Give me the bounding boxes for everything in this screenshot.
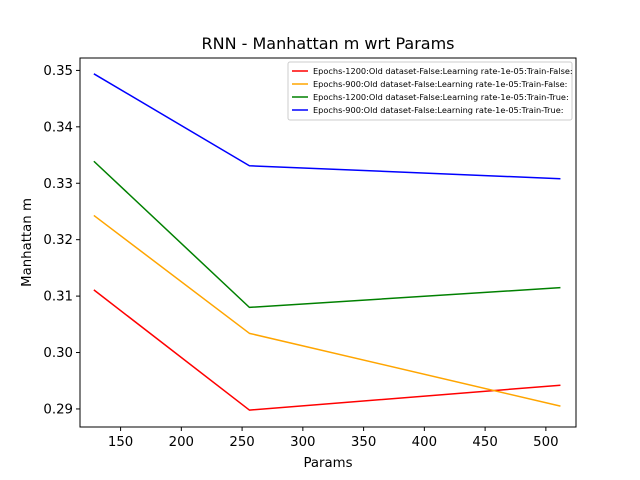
legend-box <box>287 61 573 121</box>
y-axis: 0.29 0.30 0.31 0.32 0.33 0.34 0.35 <box>43 64 80 417</box>
legend-label: Epochs-1200:Old dataset-False:Learning r… <box>313 66 573 76</box>
series-line-2 <box>93 214 561 407</box>
legend-label: Epochs-1200:Old dataset-False:Learning r… <box>313 92 569 102</box>
legend: Epochs-1200:Old dataset-False:Learning r… <box>287 61 573 121</box>
x-tick-label: 250 <box>229 435 254 450</box>
y-tick-label: 0.31 <box>43 290 73 305</box>
x-tick-label: 200 <box>169 435 194 450</box>
legend-label: Epochs-900:Old dataset-False:Learning ra… <box>313 105 564 115</box>
y-tick-label: 0.29 <box>43 402 73 417</box>
chart-title: RNN - Manhattan m wrt Params <box>201 34 454 53</box>
y-tick-label: 0.35 <box>43 64 73 79</box>
y-tick-label: 0.30 <box>43 346 73 361</box>
legend-label: Epochs-900:Old dataset-False:Learning ra… <box>313 79 567 89</box>
x-tick-label: 300 <box>290 435 315 450</box>
x-tick-label: 450 <box>472 435 497 450</box>
y-tick-label: 0.33 <box>43 177 73 192</box>
series-line-3 <box>93 160 561 309</box>
x-tick-label: 350 <box>351 435 376 450</box>
axes-frame <box>79 57 577 428</box>
y-tick-label: 0.34 <box>43 120 73 135</box>
series-line-1 <box>93 289 561 411</box>
y-axis-label: Manhattan m <box>20 198 35 287</box>
y-tick-label: 0.32 <box>43 233 73 248</box>
x-tick-label: 400 <box>412 435 437 450</box>
series-line-4 <box>93 73 561 180</box>
series-layer <box>93 73 561 411</box>
x-axis: 150 200 250 300 350 400 450 500 <box>108 427 559 450</box>
x-tick-label: 150 <box>108 435 133 450</box>
x-tick-label: 500 <box>533 435 558 450</box>
x-axis-label: Params <box>303 456 352 471</box>
